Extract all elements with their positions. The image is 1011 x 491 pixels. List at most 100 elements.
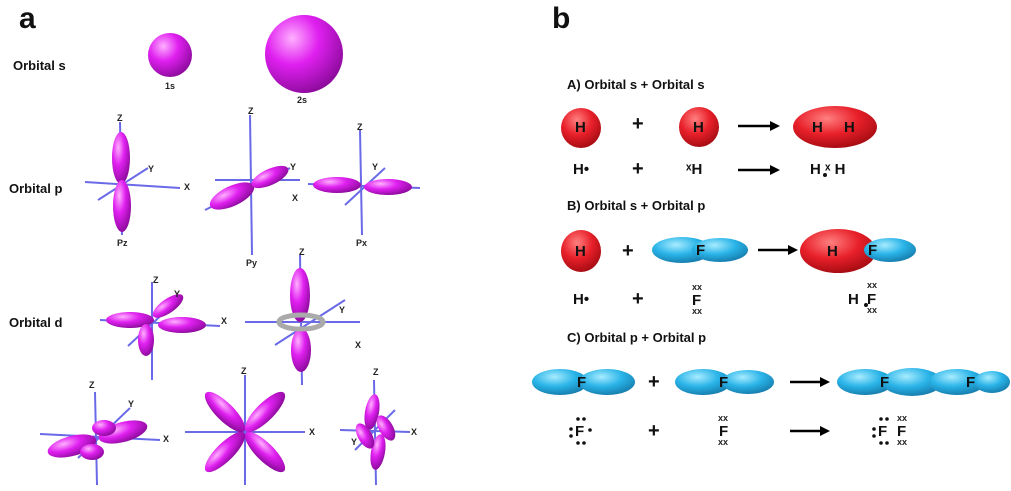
axis-z: Z bbox=[117, 113, 123, 123]
arrow-b bbox=[758, 245, 798, 255]
lewis-h-dot: H• bbox=[573, 291, 590, 308]
lewis-hf-f: F bbox=[867, 291, 877, 308]
lewis-xx: xx bbox=[897, 437, 908, 447]
label-1s: 1s bbox=[165, 81, 176, 91]
atom-f: F bbox=[880, 374, 890, 391]
row-label-d: Orbital d bbox=[9, 315, 63, 330]
f-orbital-b-right bbox=[692, 238, 748, 262]
label-px: Px bbox=[356, 238, 368, 248]
axis-x: X bbox=[292, 193, 299, 203]
atom-h: H bbox=[844, 119, 855, 136]
plus-sign: + bbox=[632, 113, 644, 135]
lewis-xx: xx bbox=[897, 413, 908, 423]
atom-h: H bbox=[575, 243, 586, 260]
atom-f: F bbox=[719, 374, 729, 391]
axis-z: Z bbox=[89, 380, 95, 390]
section-a-title: A) Orbital s + Orbital s bbox=[567, 77, 705, 92]
atom-h: H bbox=[693, 119, 704, 136]
axis-z: Z bbox=[248, 106, 254, 116]
axis-x: X bbox=[355, 340, 362, 350]
axis-y: Y bbox=[372, 162, 379, 172]
hf-molecule-orbital bbox=[800, 229, 876, 273]
lewis-h-dot: H• bbox=[573, 161, 590, 178]
axis-z: Z bbox=[373, 367, 379, 377]
panel-a-letter: a bbox=[19, 2, 36, 35]
lewis-xx: xx bbox=[692, 282, 703, 292]
axis-y: Y bbox=[290, 162, 297, 172]
axis-z: Z bbox=[357, 122, 363, 132]
f2-lobe-2 bbox=[882, 368, 942, 396]
orbital-1s-sphere bbox=[148, 33, 192, 77]
label-2s: 2s bbox=[297, 95, 308, 105]
lewis-xx: xx bbox=[718, 413, 729, 423]
h-orbital-b bbox=[561, 230, 601, 272]
lewis-f: F bbox=[692, 292, 702, 309]
atom-f: F bbox=[966, 374, 976, 391]
lewis-xx: xx bbox=[692, 306, 703, 316]
section-c-title: C) Orbital p + Orbital p bbox=[567, 330, 707, 345]
lewis-xx: xx bbox=[867, 280, 878, 290]
h-orbital-a1 bbox=[561, 108, 601, 148]
orbital-d-x2y2 bbox=[185, 375, 305, 485]
plus-sign: + bbox=[648, 420, 660, 442]
lewis-hf-h: H bbox=[848, 291, 859, 308]
axis-y: Y bbox=[174, 289, 181, 299]
atom-f: F bbox=[696, 242, 706, 259]
lewis-f: F bbox=[719, 423, 729, 440]
orbital-pz bbox=[84, 121, 181, 236]
orbital-d-z2 bbox=[245, 254, 360, 386]
axis-y: Y bbox=[351, 437, 358, 447]
panel-b-letter: b bbox=[552, 2, 571, 35]
atom-h: H bbox=[812, 119, 823, 136]
axis-z: Z bbox=[299, 247, 305, 257]
f2-lobe-1 bbox=[837, 369, 893, 395]
f-orbital-c2-right bbox=[722, 370, 774, 394]
f2-lobe-3 bbox=[929, 369, 985, 395]
lewis-h-cross: ˣH bbox=[686, 161, 703, 178]
hf-f-lobe bbox=[864, 238, 916, 262]
plus-sign: + bbox=[648, 371, 660, 393]
orbital-px bbox=[307, 129, 421, 236]
h-orbital-a2 bbox=[679, 107, 719, 147]
atom-h: H bbox=[575, 119, 586, 136]
lewis-xx: xx bbox=[718, 437, 729, 447]
orbital-py bbox=[204, 114, 300, 256]
axis-x: X bbox=[163, 434, 170, 444]
arrow-a1 bbox=[738, 121, 780, 175]
label-py: Py bbox=[246, 258, 258, 268]
f-orbital-c1-left bbox=[532, 369, 588, 395]
f2-lobe-4 bbox=[974, 371, 1010, 393]
row-label-p: Orbital p bbox=[9, 181, 63, 196]
axis-y: Y bbox=[339, 305, 346, 315]
lewis-xx: xx bbox=[867, 305, 878, 315]
lewis-h2: H ˣ H bbox=[810, 161, 846, 178]
axis-x: X bbox=[309, 427, 316, 437]
axis-x: X bbox=[221, 316, 228, 326]
orbital-2s-sphere bbox=[265, 15, 343, 93]
atom-h: H bbox=[827, 243, 838, 260]
lewis-f2-right: F bbox=[897, 423, 907, 440]
atom-f: F bbox=[868, 242, 878, 259]
orbital-d-xz bbox=[39, 391, 161, 486]
axis-z: Z bbox=[153, 275, 159, 285]
arrow-c bbox=[790, 377, 830, 436]
axis-y: Y bbox=[148, 164, 155, 174]
axis-x: X bbox=[411, 427, 418, 437]
plus-sign: + bbox=[632, 288, 644, 310]
f-orbital-c1-right bbox=[579, 369, 635, 395]
axis-z: Z bbox=[241, 366, 247, 376]
label-pz: Pz bbox=[117, 238, 128, 248]
plus-sign: + bbox=[622, 240, 634, 262]
section-b-title: B) Orbital s + Orbital p bbox=[567, 198, 706, 213]
h2-molecule-orbital bbox=[793, 106, 877, 148]
orbital-d-xy bbox=[99, 282, 221, 380]
orbital-d-yz bbox=[339, 379, 411, 486]
axis-y: Y bbox=[128, 399, 135, 409]
lewis-f-dots: F bbox=[575, 423, 585, 440]
lewis-f2-left: F bbox=[878, 423, 888, 440]
plus-sign: + bbox=[632, 158, 644, 180]
row-label-s: Orbital s bbox=[13, 58, 66, 73]
f-orbital-c2-left bbox=[675, 369, 731, 395]
